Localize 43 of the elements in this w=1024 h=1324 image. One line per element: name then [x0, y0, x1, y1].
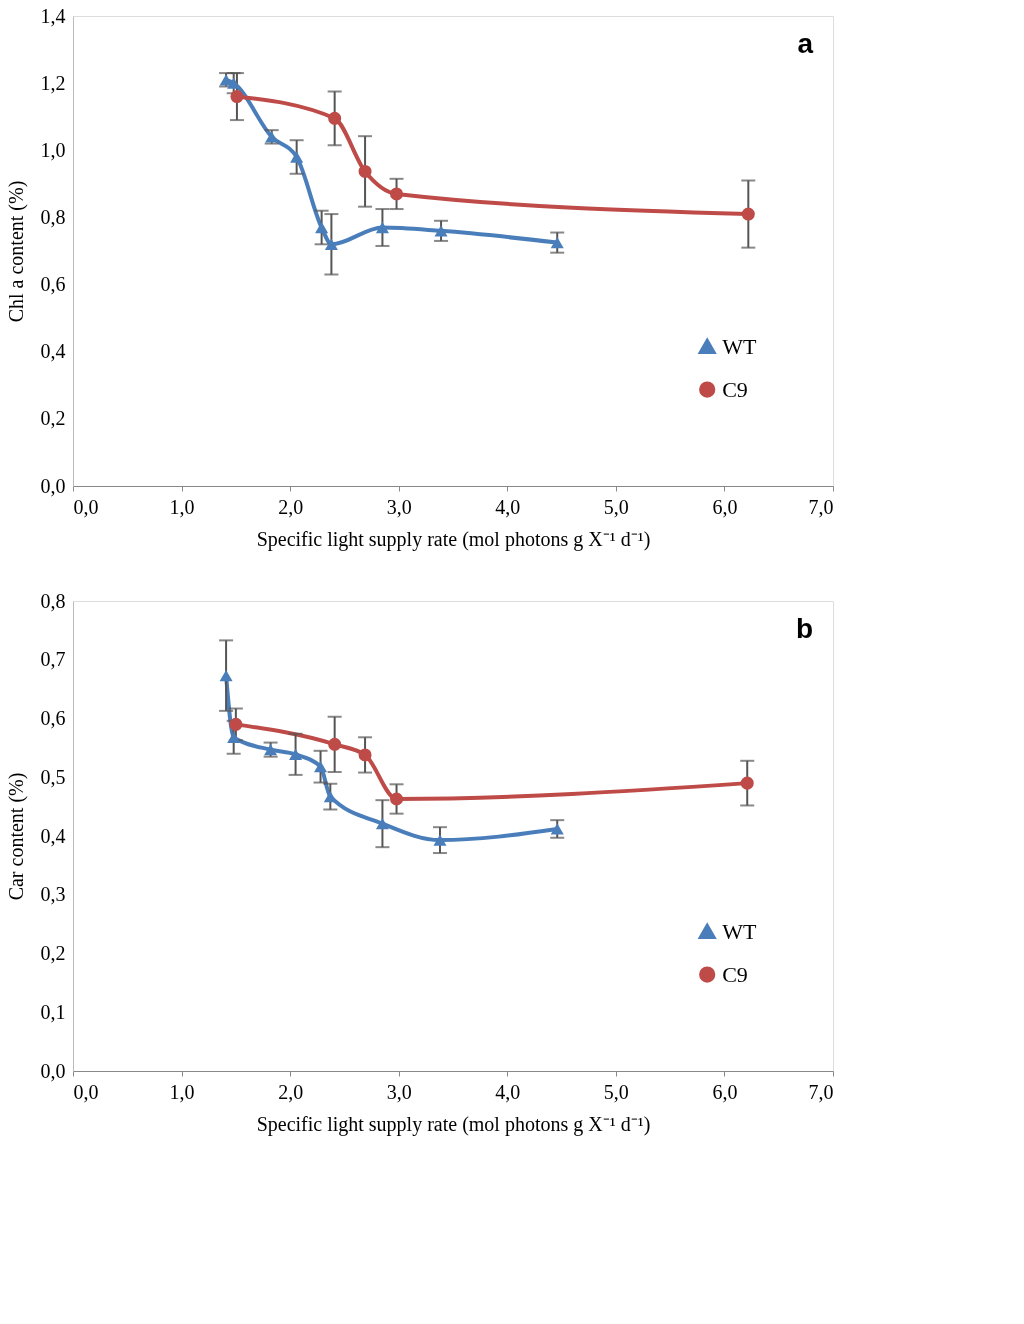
x-tick-label: 0,0 — [73, 1080, 99, 1103]
legend-label: C9 — [722, 961, 748, 987]
x-tick-label: 1,0 — [169, 495, 195, 518]
x-tick-label: 4,0 — [495, 1080, 521, 1103]
y-tick-label: 0,4 — [40, 824, 66, 847]
y-tick-label: 0,8 — [40, 589, 66, 612]
y-tick-label: 0,2 — [40, 942, 66, 964]
x-tick-label: 7,0 — [808, 1080, 834, 1103]
y-tick-label: 0,7 — [40, 648, 66, 671]
x-tick-label: 1,0 — [169, 1080, 195, 1103]
y-tick-label: 0,8 — [40, 205, 66, 228]
y-tick-label: 0,1 — [40, 1000, 66, 1023]
x-tick-label: 0,0 — [73, 495, 99, 518]
x-tick-label: 5,0 — [603, 495, 629, 518]
x-tick-label: 3,0 — [386, 1080, 412, 1103]
annotation: b — [795, 613, 813, 644]
x-tick-label: 3,0 — [386, 495, 412, 518]
legend-label: C9 — [722, 376, 748, 402]
x-tick-label: 6,0 — [712, 1080, 738, 1103]
y-tick-label: 0,4 — [40, 340, 66, 363]
y-tick-label: 0,2 — [40, 407, 66, 430]
x-axis-title: Specific light supply rate (mol photons g X⁻¹ d⁻¹) — [256, 527, 651, 551]
y-tick-label: 0,0 — [40, 474, 66, 497]
y-tick-label: 0,6 — [40, 273, 66, 296]
x-tick-label: 2,0 — [278, 495, 304, 518]
annotation: a — [797, 28, 814, 59]
x-tick-label: 4,0 — [495, 495, 521, 518]
y-axis-title: Car content (%) — [4, 772, 28, 901]
y-tick-label: 1,2 — [40, 71, 66, 94]
y-tick-label: 0,5 — [40, 765, 66, 788]
y-axis-title: Chl a content (%) — [4, 180, 28, 323]
x-tick-label: 7,0 — [808, 495, 834, 518]
x-tick-label: 6,0 — [712, 495, 738, 518]
x-axis-title: Specific light supply rate (mol photons g X⁻¹ d⁻¹) — [256, 1112, 651, 1136]
y-tick-label: 1,4 — [40, 4, 66, 27]
y-tick-label: 1,0 — [40, 138, 66, 161]
x-tick-label: 5,0 — [603, 1080, 629, 1103]
y-tick-label: 0,6 — [40, 707, 66, 729]
legend-label: WT — [722, 333, 757, 359]
legend-label: WT — [722, 918, 757, 944]
y-tick-label: 0,3 — [40, 883, 66, 906]
x-tick-label: 2,0 — [278, 1080, 304, 1103]
y-tick-label: 0,0 — [40, 1059, 66, 1082]
